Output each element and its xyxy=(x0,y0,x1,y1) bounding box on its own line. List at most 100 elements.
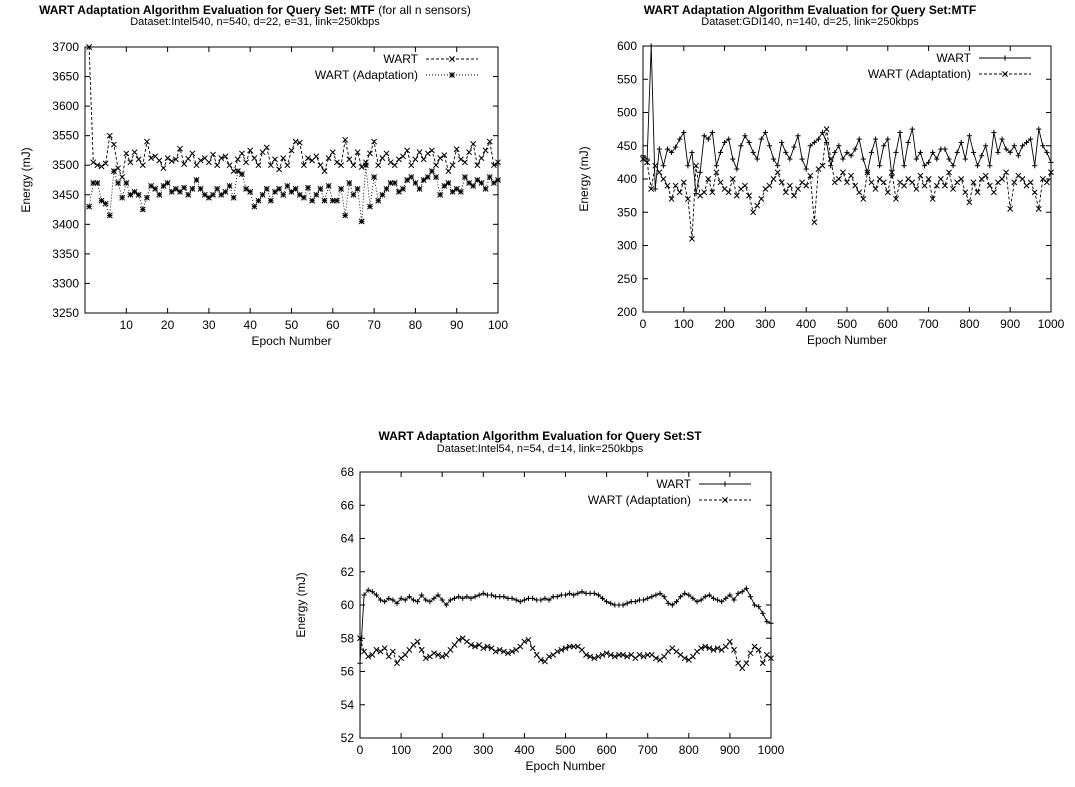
data-point xyxy=(474,162,481,169)
data-point xyxy=(406,646,413,653)
chart-title: WART Adaptation Algorithm Evaluation for… xyxy=(0,4,510,17)
y-tick-label: 62 xyxy=(341,565,355,579)
data-point xyxy=(554,648,561,655)
data-point xyxy=(424,150,431,157)
series-0 xyxy=(640,43,1054,197)
x-tick-label: 60 xyxy=(326,318,340,332)
data-point xyxy=(379,155,386,162)
data-point xyxy=(420,156,427,163)
x-tick-label: 0 xyxy=(640,317,647,331)
data-point xyxy=(317,162,324,169)
data-point xyxy=(123,150,130,157)
data-point xyxy=(185,155,192,162)
series-line xyxy=(642,129,1052,239)
data-point xyxy=(94,162,101,169)
data-point xyxy=(466,149,473,156)
data-point xyxy=(431,650,437,657)
data-point xyxy=(782,189,789,196)
x-tick-label: 10 xyxy=(120,318,134,332)
data-point xyxy=(595,653,602,660)
data-point xyxy=(929,195,936,202)
data-point xyxy=(739,665,746,672)
series-line xyxy=(359,587,772,664)
x-tick-label: 90 xyxy=(450,318,464,332)
x-tick-label: 900 xyxy=(720,743,740,757)
data-point xyxy=(697,192,704,199)
data-point xyxy=(385,653,392,660)
x-axis-label: Epoch Number xyxy=(525,759,605,773)
data-point xyxy=(369,651,376,658)
data-point xyxy=(255,162,262,169)
data-point xyxy=(453,146,460,153)
data-point xyxy=(414,638,421,645)
x-tick-label: 70 xyxy=(367,318,381,332)
chart-panel-intel54: WART Adaptation Algorithm Evaluation for… xyxy=(280,420,800,787)
data-point xyxy=(705,176,712,182)
data-point xyxy=(280,155,287,162)
data-point xyxy=(395,156,402,163)
data-point xyxy=(578,646,585,653)
data-point xyxy=(799,179,806,186)
data-point xyxy=(284,162,291,169)
data-point xyxy=(422,655,429,662)
data-point xyxy=(375,162,382,169)
data-point xyxy=(660,176,667,182)
data-point xyxy=(1035,205,1042,212)
data-point xyxy=(693,162,699,169)
data-point xyxy=(496,646,503,653)
data-point xyxy=(763,651,770,658)
data-point xyxy=(661,653,668,660)
y-tick-label: 64 xyxy=(341,532,355,546)
data-point xyxy=(218,155,225,162)
data-point xyxy=(722,643,729,650)
data-point xyxy=(583,651,590,658)
x-tick-label: 300 xyxy=(755,317,775,331)
data-point xyxy=(657,656,663,663)
data-point xyxy=(238,150,245,157)
data-point xyxy=(189,150,196,157)
data-point xyxy=(361,648,368,655)
data-point xyxy=(300,162,307,169)
data-point xyxy=(698,645,705,652)
chart-title: WART Adaptation Algorithm Evaluation for… xyxy=(560,4,1060,17)
series-1 xyxy=(357,635,774,672)
x-tick-label: 1000 xyxy=(758,743,785,757)
series-0 xyxy=(357,585,774,666)
data-point xyxy=(391,162,398,169)
data-point xyxy=(974,189,981,196)
data-point xyxy=(620,651,626,658)
data-point xyxy=(1015,172,1022,179)
data-point xyxy=(735,660,742,667)
y-tick-label: 3350 xyxy=(52,247,79,261)
y-tick-label: 600 xyxy=(617,39,637,53)
data-point xyxy=(921,182,928,189)
data-point xyxy=(492,648,499,655)
data-point xyxy=(488,645,495,652)
x-tick-label: 700 xyxy=(638,743,658,757)
y-tick-label: 52 xyxy=(341,731,355,745)
data-point xyxy=(410,641,417,648)
data-point xyxy=(495,159,501,166)
data-point xyxy=(709,189,716,196)
data-point xyxy=(342,136,349,143)
data-point xyxy=(676,189,683,196)
legend-marker xyxy=(1002,71,1008,77)
data-point xyxy=(831,179,838,186)
data-point xyxy=(689,653,696,660)
data-point xyxy=(459,635,466,642)
data-point xyxy=(400,153,406,160)
data-point xyxy=(743,660,750,667)
data-point xyxy=(673,648,680,655)
data-point xyxy=(402,651,409,658)
data-point xyxy=(611,653,618,660)
x-tick-label: 0 xyxy=(357,743,364,757)
data-point xyxy=(541,658,548,665)
series-1 xyxy=(640,126,1054,242)
data-point xyxy=(901,182,908,189)
data-point xyxy=(823,126,830,133)
data-point xyxy=(574,643,581,650)
data-point xyxy=(377,648,384,655)
data-point xyxy=(786,182,793,189)
data-point xyxy=(177,145,183,152)
